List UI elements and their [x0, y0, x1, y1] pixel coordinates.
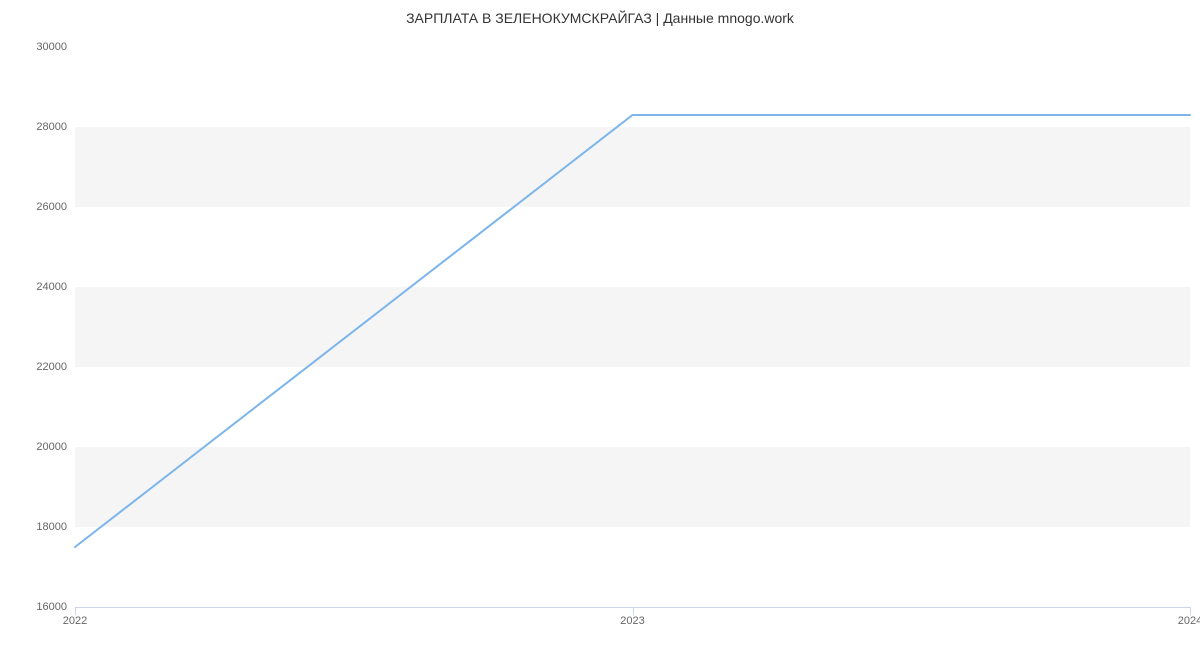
- y-tick-label: 24000: [36, 281, 67, 293]
- chart-title: ЗАРПЛАТА В ЗЕЛЕНОКУМСКРАЙГАЗ | Данные mn…: [0, 10, 1200, 26]
- salary-chart: ЗАРПЛАТА В ЗЕЛЕНОКУМСКРАЙГАЗ | Данные mn…: [0, 0, 1200, 650]
- y-tick-label: 20000: [36, 441, 67, 453]
- y-tick-label: 16000: [36, 601, 67, 613]
- x-tick-label: 2023: [620, 615, 644, 627]
- line-layer: [75, 47, 1190, 607]
- x-tick-mark: [75, 607, 76, 615]
- plot-area: 1600018000200002200024000260002800030000…: [75, 47, 1190, 607]
- y-tick-label: 26000: [36, 201, 67, 213]
- y-tick-label: 28000: [36, 121, 67, 133]
- y-tick-label: 18000: [36, 521, 67, 533]
- x-tick-label: 2024: [1178, 615, 1200, 627]
- x-tick-mark: [633, 607, 634, 615]
- y-tick-label: 30000: [36, 41, 67, 53]
- y-tick-label: 22000: [36, 361, 67, 373]
- series-line-salary: [75, 115, 1190, 547]
- x-tick-label: 2022: [63, 615, 87, 627]
- x-tick-mark: [1190, 607, 1191, 615]
